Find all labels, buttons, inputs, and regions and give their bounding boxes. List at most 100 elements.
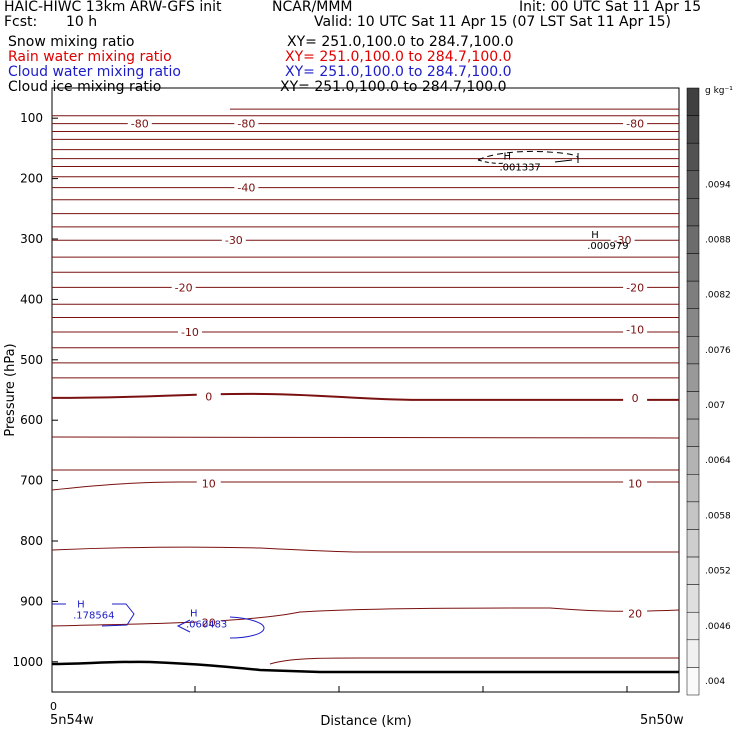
colorbar-step bbox=[686, 87, 700, 116]
field-name-rain: Rain water mixing ratio bbox=[8, 49, 172, 65]
colorbar-step bbox=[686, 611, 700, 641]
colorbar-tick-label: .0052 bbox=[705, 567, 731, 577]
colorbar-tick-label: .0082 bbox=[705, 291, 731, 301]
colorbar-step bbox=[686, 584, 700, 613]
colorbar-tick-label: .0076 bbox=[705, 346, 731, 356]
colorbar-step bbox=[686, 639, 700, 668]
contour-labels: -80 -80 -80 -40 -30 -30 -20 -20 -10 -10 0 0 10 10 20 20 bbox=[127, 116, 648, 630]
contour-label-bg bbox=[196, 615, 221, 629]
colorbar-step bbox=[686, 280, 700, 309]
contour-label-bg bbox=[234, 180, 259, 194]
contour-label: 20 bbox=[628, 607, 642, 620]
contour-label-bg bbox=[623, 606, 648, 620]
x-axis-label: Distance (km) bbox=[320, 714, 411, 729]
colorbar-step bbox=[686, 363, 700, 392]
maximum-value: .001337 bbox=[499, 162, 540, 173]
colorbar-step bbox=[686, 336, 700, 365]
y-tick-label: 1000 bbox=[12, 655, 43, 669]
x-left-label: 5n54w bbox=[50, 713, 94, 728]
colorbar-tick-label: .0058 bbox=[705, 511, 731, 521]
colorbar-step bbox=[686, 198, 700, 227]
plot-frame bbox=[51, 87, 680, 693]
colorbar-step bbox=[686, 529, 700, 558]
colorbar-unit: g kg⁻¹ bbox=[705, 86, 733, 96]
org-label: NCAR/MMM bbox=[272, 0, 353, 15]
colorbar-step bbox=[686, 446, 700, 475]
colorbar-step bbox=[686, 667, 700, 696]
colorbar-step bbox=[686, 253, 700, 282]
colorbar-step bbox=[686, 474, 700, 503]
colorbar-step bbox=[686, 391, 700, 420]
colorbar-step bbox=[686, 556, 700, 585]
contour-label: -80 bbox=[131, 118, 149, 131]
contour-label-bg bbox=[234, 116, 259, 130]
cloud-water-contours bbox=[52, 603, 265, 639]
contour-label: -10 bbox=[181, 326, 199, 339]
maximum-h-marker: H bbox=[591, 230, 599, 241]
colorbar-step bbox=[686, 418, 700, 447]
colorbar-tick-label: .004 bbox=[705, 677, 725, 687]
y-tick-label: 800 bbox=[20, 534, 43, 548]
colorbar-tick-label: .0064 bbox=[705, 456, 731, 466]
maximum-h-marker: H bbox=[503, 151, 511, 162]
colorbar-step bbox=[686, 225, 700, 254]
temperature-isotherm bbox=[51, 607, 680, 627]
contour-label-bg bbox=[610, 233, 635, 247]
contour-label: 10 bbox=[202, 478, 216, 491]
forecast-hour: 10 h bbox=[66, 14, 98, 30]
x-start-tick: 0 bbox=[50, 700, 57, 713]
y-axis-label: Pressure (hPa) bbox=[3, 343, 18, 436]
contour-label: 0 bbox=[632, 392, 639, 405]
terrain-line bbox=[51, 660, 679, 674]
colorbar-tick-label: .0088 bbox=[705, 236, 731, 246]
contour-label-bg bbox=[221, 233, 246, 247]
contour-label: -20 bbox=[175, 281, 193, 294]
maximum-h-marker: H bbox=[190, 609, 198, 620]
field-name-cloud-water: Cloud water mixing ratio bbox=[8, 64, 181, 80]
contour-label: 0 bbox=[205, 391, 212, 404]
freezing-level bbox=[51, 392, 679, 401]
contour-label-bg bbox=[623, 280, 648, 294]
colorbar-step bbox=[686, 115, 700, 144]
field-name-snow: Snow mixing ratio bbox=[8, 34, 135, 50]
contour-label: 10 bbox=[628, 478, 642, 491]
cloud-ice-contours bbox=[477, 150, 579, 164]
terrain-surface bbox=[51, 660, 679, 674]
field-xy-rain: XY= 251.0,100.0 to 284.7,100.0 bbox=[285, 49, 512, 65]
colorbar-tick-label: .0046 bbox=[705, 622, 731, 632]
valid-time: Valid: 10 UTC Sat 11 Apr 15 (07 LST Sat … bbox=[314, 14, 672, 30]
field-xy-cloud-ice: XY= 251.0,100.0 to 284.7,100.0 bbox=[280, 79, 507, 95]
contour-label-bg bbox=[623, 476, 648, 490]
maximum-value: .178564 bbox=[73, 610, 114, 621]
y-tick-label: 200 bbox=[20, 172, 43, 186]
contour-label: -80 bbox=[626, 118, 644, 131]
temperature-contours bbox=[51, 108, 680, 665]
contour-label-bg bbox=[623, 322, 648, 336]
contour-label: -10 bbox=[626, 324, 644, 337]
temperature-isotherm bbox=[269, 657, 679, 665]
colorbar-tick-label: .007 bbox=[705, 401, 725, 411]
contour-label-bg bbox=[623, 390, 648, 404]
contour-label-bg bbox=[623, 116, 648, 130]
colorbar-step bbox=[686, 308, 700, 337]
x-axis-ticks bbox=[194, 686, 628, 692]
contour-label-bg bbox=[196, 476, 221, 490]
contour-label: -30 bbox=[225, 234, 243, 247]
init-time: Init: 00 UTC Sat 11 Apr 15 bbox=[519, 0, 702, 15]
y-tick-label: 300 bbox=[20, 232, 43, 246]
maximum-value: .000979 bbox=[587, 241, 628, 252]
y-tick-label: 900 bbox=[20, 594, 43, 608]
contour-label: 20 bbox=[202, 617, 216, 630]
colorbar-step bbox=[686, 170, 700, 199]
y-tick-label: 500 bbox=[20, 353, 43, 367]
contour-label: -80 bbox=[237, 118, 255, 131]
field-xy-cloud-water: XY= 251.0,100.0 to 284.7,100.0 bbox=[285, 64, 512, 80]
model-title: HAIC-HIWC 13km ARW-GFS init bbox=[4, 0, 222, 15]
colorbar: .0094 .0088 .0082 .0076 .007 .0064 .0058 .0052.… bbox=[686, 87, 731, 696]
temperature-isotherm bbox=[51, 481, 679, 491]
y-tick-label: 100 bbox=[20, 111, 43, 125]
temperature-isotherm bbox=[51, 546, 679, 553]
colorbar-step bbox=[686, 501, 700, 530]
